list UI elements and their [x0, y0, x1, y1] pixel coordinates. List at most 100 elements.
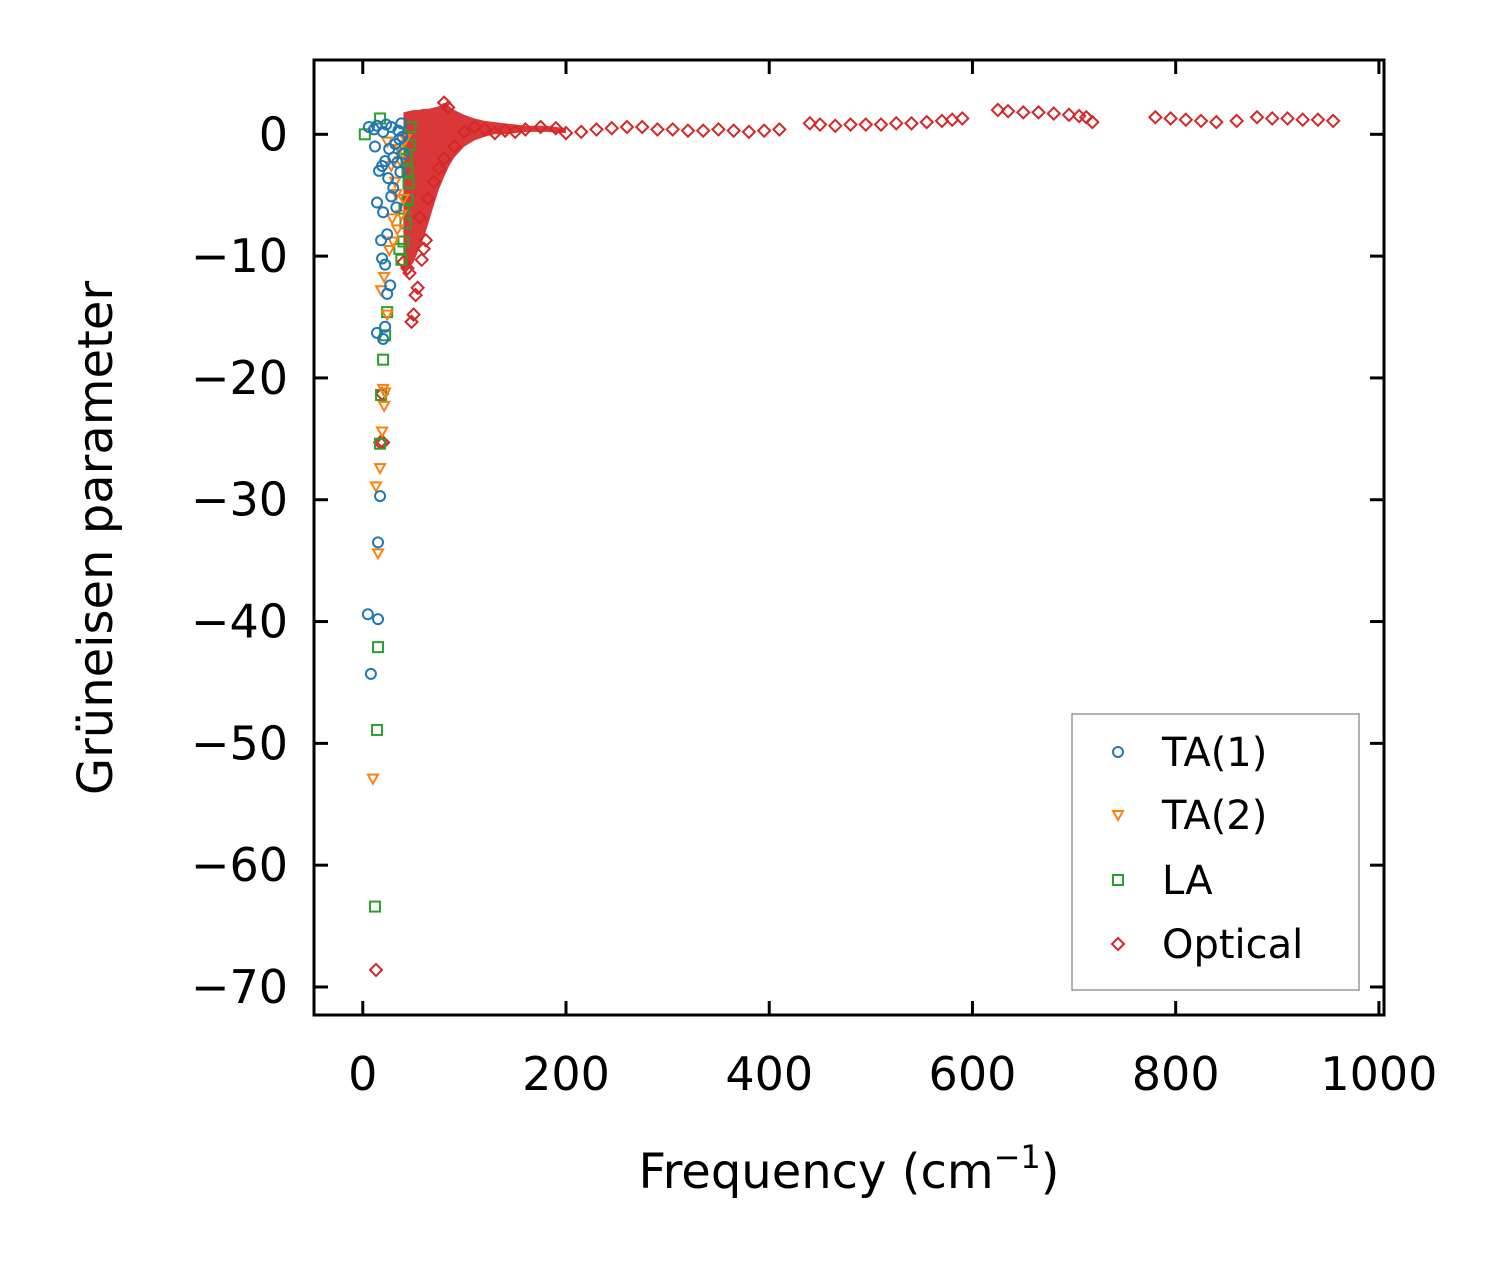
data-point	[416, 241, 432, 257]
y-tick-label: 0	[259, 107, 288, 161]
data-point	[431, 160, 447, 176]
data-point	[771, 122, 787, 137]
data-point	[367, 123, 380, 136]
x-tick-label: 0	[348, 1047, 377, 1101]
data-point	[376, 159, 389, 172]
data-point	[373, 463, 387, 476]
data-point	[446, 139, 462, 154]
data-point	[406, 307, 421, 322]
y-axis-label: Grüneisen parameter	[68, 281, 124, 796]
data-point	[385, 190, 398, 203]
data-point	[990, 102, 1006, 118]
data-point	[414, 252, 430, 268]
data-point	[361, 608, 374, 621]
data-point	[366, 773, 380, 786]
data-point	[440, 100, 456, 115]
data-point	[396, 254, 411, 270]
data-point	[375, 426, 389, 439]
data-point	[386, 236, 400, 249]
data-point	[812, 117, 828, 132]
plot-area	[358, 95, 1341, 978]
y-tick-label: −70	[191, 960, 288, 1014]
data-point	[398, 134, 413, 147]
data-point	[380, 118, 393, 131]
data-point	[873, 117, 889, 132]
data-point	[695, 123, 711, 139]
data-point	[1193, 113, 1209, 129]
data-point	[726, 123, 742, 139]
data-point	[1000, 103, 1016, 119]
data-point	[436, 151, 452, 167]
data-point	[843, 117, 858, 132]
data-point	[1295, 112, 1311, 128]
data-point	[1280, 111, 1295, 126]
x-tick-label: 800	[1132, 1047, 1220, 1101]
legend-marker	[1112, 874, 1124, 886]
y-tick-label: −30	[191, 473, 288, 527]
data-point	[393, 242, 406, 255]
data-point	[426, 174, 442, 190]
data-point	[418, 232, 434, 248]
data-point	[467, 119, 482, 135]
data-point	[376, 383, 390, 396]
x-axis-label: Frequency (cm−1)	[638, 1138, 1059, 1200]
data-point	[1061, 107, 1077, 123]
data-point	[517, 122, 533, 137]
data-point	[1046, 106, 1062, 122]
data-point	[741, 124, 757, 140]
data-point	[400, 260, 415, 276]
data-point	[888, 115, 904, 131]
data-point	[756, 123, 772, 139]
data-point	[420, 191, 436, 207]
data-point	[376, 252, 389, 265]
optical-dense-band	[403, 102, 567, 275]
legend-label: TA(1)	[1161, 730, 1267, 776]
y-tick-label: −40	[191, 595, 288, 649]
data-point	[1163, 111, 1179, 126]
data-point	[1147, 109, 1163, 125]
data-point	[371, 326, 384, 339]
axis-ticks	[314, 60, 1384, 1015]
data-point	[1249, 109, 1265, 125]
legend-label: TA(2)	[1161, 793, 1267, 839]
data-point	[390, 224, 405, 237]
data-point	[368, 900, 381, 913]
data-point	[1031, 104, 1046, 120]
data-point	[1208, 114, 1224, 130]
data-point	[371, 723, 384, 736]
data-point	[368, 140, 381, 153]
legend-marker	[1110, 936, 1126, 952]
data-point	[369, 481, 383, 494]
data-point	[402, 177, 415, 190]
data-point	[390, 201, 403, 214]
data-point	[401, 164, 414, 177]
data-point	[372, 613, 385, 626]
data-point	[919, 114, 935, 130]
data-point	[382, 245, 396, 258]
data-point	[395, 117, 408, 130]
legend: TA(1) TA(2) LA Optical	[1071, 713, 1360, 991]
data-point	[558, 125, 574, 141]
data-point	[374, 112, 387, 125]
data-point	[954, 111, 970, 126]
data-point	[397, 147, 410, 160]
data-point	[1310, 112, 1326, 128]
data-point	[1229, 113, 1245, 129]
data-point	[1264, 111, 1280, 126]
data-point	[497, 123, 513, 139]
data-point	[371, 196, 384, 209]
y-tick-label: −20	[191, 351, 288, 405]
x-tick-label: 600	[929, 1047, 1017, 1101]
data-point	[374, 437, 387, 450]
axis-tick-labels: 0 200 400 600 800 1000 0 −10 −20 −30 −40 −50 −60 −70	[191, 107, 1438, 1101]
data-point	[371, 548, 385, 561]
data-point	[904, 115, 919, 131]
data-point	[382, 172, 395, 185]
plot-frame	[312, 58, 1386, 1017]
data-point	[589, 122, 604, 137]
data-point	[412, 209, 428, 225]
legend-label: LA	[1162, 858, 1213, 904]
data-point	[372, 536, 385, 549]
